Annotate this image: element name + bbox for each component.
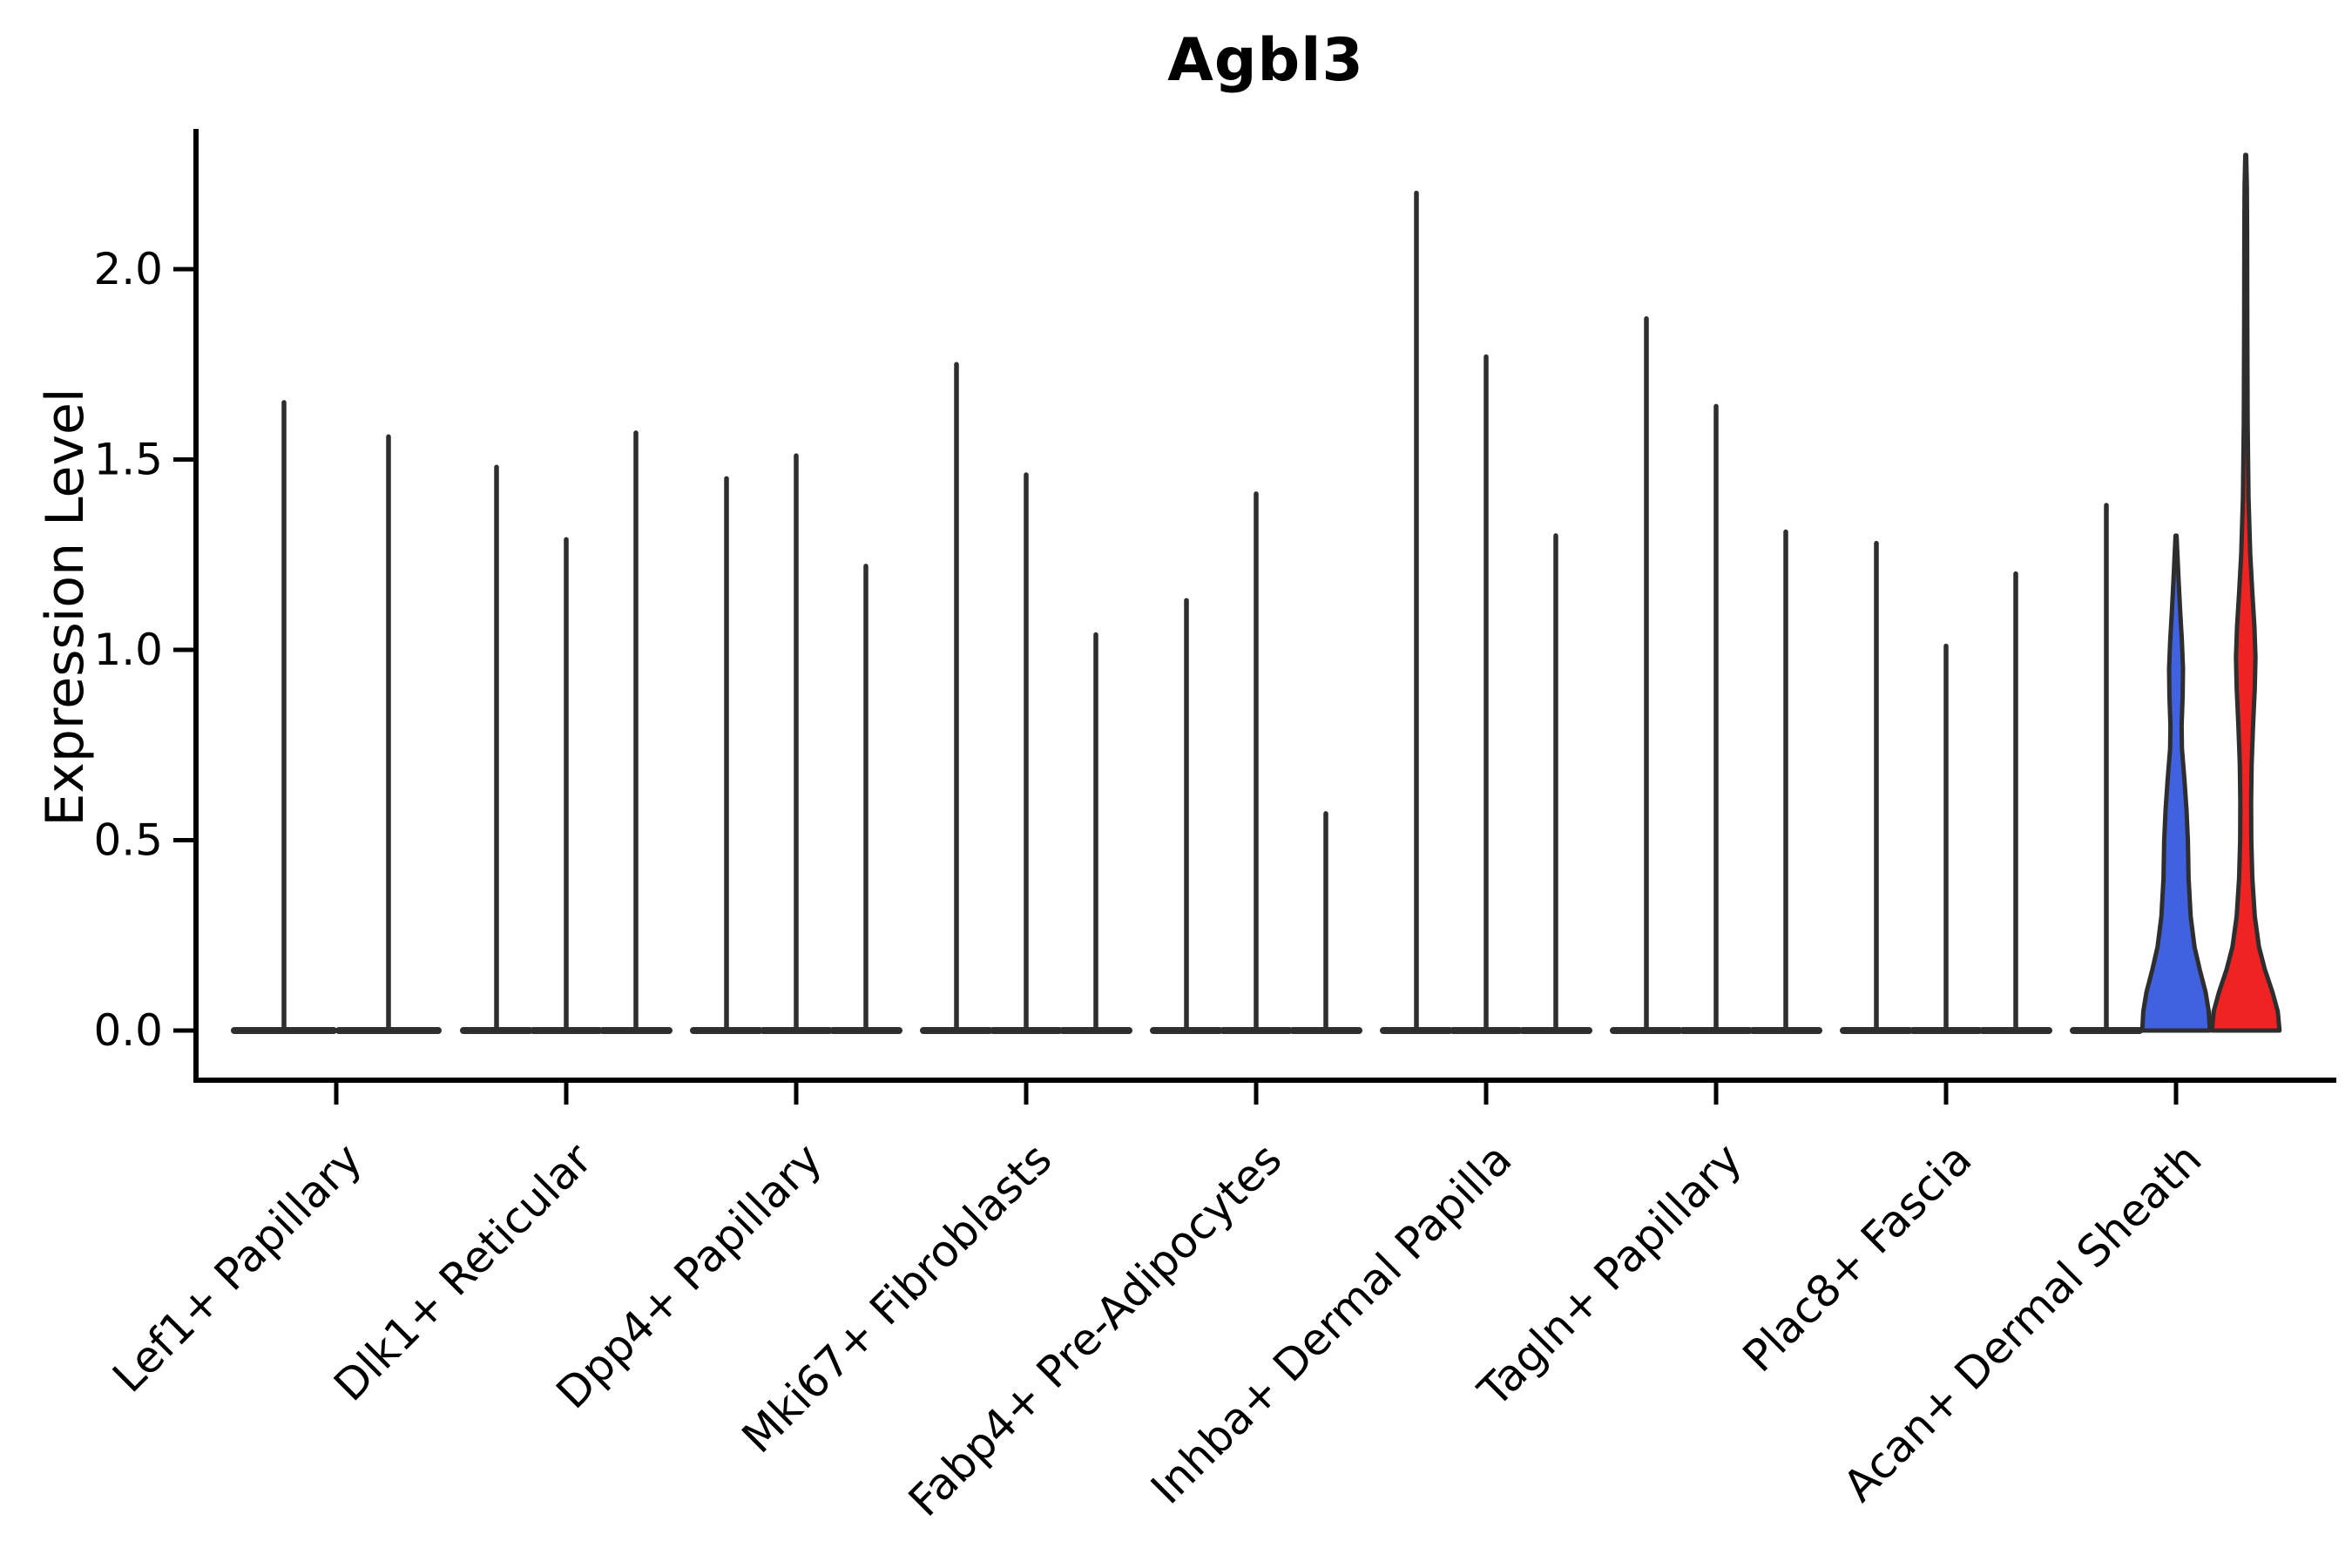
y-tick-label: 0.5 xyxy=(93,815,163,866)
chart-title: Agbl3 xyxy=(1167,26,1364,95)
y-tick-label: 2.0 xyxy=(93,244,163,294)
y-tick-label: 1.5 xyxy=(93,435,163,485)
violin-body-red xyxy=(2209,152,2282,1033)
violin-body-blue xyxy=(2139,533,2213,1033)
y-tick-label: 0.0 xyxy=(93,1005,163,1056)
y-tick-label: 1.0 xyxy=(93,625,163,675)
x-tick-label: Lef1+ Papillary xyxy=(103,1133,371,1402)
x-tick-label: Plac8+ Fascia xyxy=(1734,1133,1982,1382)
x-tick-label: Fabp4+ Pre-Adipocytes xyxy=(899,1133,1292,1526)
